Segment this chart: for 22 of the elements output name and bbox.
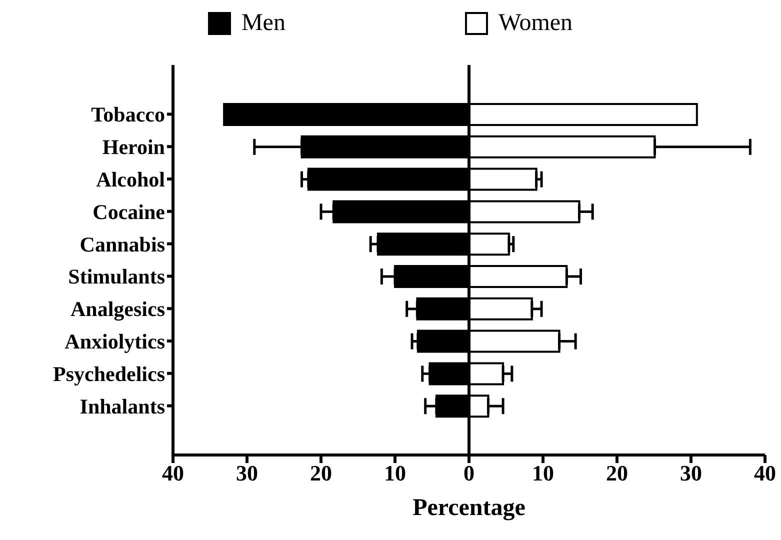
y-tick-label: Psychedelics	[53, 362, 165, 386]
x-tick-label: 0	[464, 460, 474, 486]
y-tick-label: Alcohol	[96, 167, 166, 192]
x-tick-label: 20	[606, 460, 628, 486]
y-tick-label: Cocaine	[92, 200, 165, 224]
y-tick-label: Heroin	[102, 135, 166, 160]
legend-label: Men	[241, 10, 286, 37]
x-tick-label: 30	[680, 460, 702, 486]
x-tick-label: 10	[532, 460, 554, 486]
y-tick-label: Anxiolytics	[64, 329, 165, 354]
y-tick-label: Stimulants	[68, 264, 165, 289]
x-tick-label: 10	[384, 460, 406, 486]
x-tick-label: 40	[162, 460, 184, 486]
y-tick-label: Cannabis	[80, 232, 165, 256]
x-tick-label: 20	[310, 460, 332, 486]
y-tick-label: Tobacco	[91, 102, 165, 127]
y-tick-label: Analgesics	[70, 297, 165, 322]
x-tick-label: 30	[236, 460, 258, 486]
y-tick-label: Inhalants	[80, 394, 165, 418]
x-axis-title: Percentage	[412, 495, 526, 521]
legend-label: Women	[498, 10, 573, 37]
x-tick-label: 40	[754, 460, 776, 486]
